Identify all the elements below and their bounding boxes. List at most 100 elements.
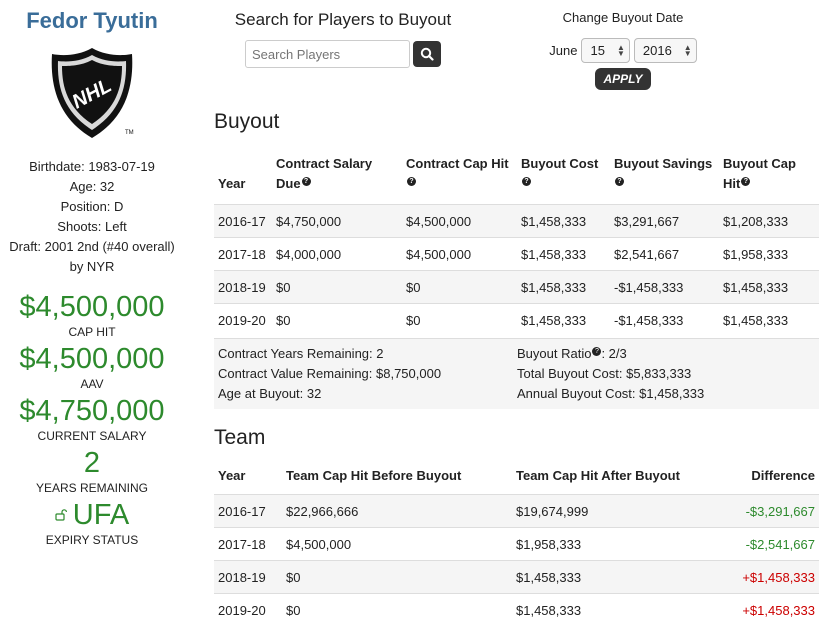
cell-year: 2018-19 (214, 270, 272, 304)
buyout-table: Year Contract Salary Due? Contract Cap H… (214, 154, 819, 337)
table-row: 2019-20 $0 $0 $1,458,333 -$1,458,333 $1,458,3… (214, 303, 819, 337)
buyout-summary: Contract Years Remaining: 2 Contract Val… (214, 338, 819, 409)
cell-year: 2017-18 (214, 527, 282, 561)
summary-annual-cost: Annual Buyout Cost: $1,458,333 (517, 386, 705, 401)
help-icon[interactable]: ? (522, 177, 531, 186)
col-before: Team Cap Hit Before Buyout (286, 468, 462, 483)
summary-age: Age at Buyout: 32 (218, 386, 322, 401)
cell-savings: $3,291,667 (610, 204, 719, 238)
years-label: YEARS REMAINING (35, 481, 149, 495)
cell-salary: $4,000,000 (272, 237, 402, 271)
bio-draft: Draft: 2001 2nd (#40 overall) (9, 239, 175, 254)
col-after: Team Cap Hit After Buyout (516, 468, 680, 483)
aav-value: $4,500,000 (19, 343, 165, 375)
buyout-date-title: Change Buyout Date (562, 10, 684, 25)
search-icon (420, 47, 434, 61)
cell-savings: -$1,458,333 (610, 303, 719, 337)
search-button[interactable] (413, 41, 441, 67)
day-select[interactable]: 15 ▲ ▼ (581, 38, 630, 63)
cell-after: $1,958,333 (512, 527, 730, 561)
cell-difference: +$1,458,333 (730, 593, 819, 627)
search-input[interactable] (245, 40, 410, 68)
cell-difference: +$1,458,333 (730, 560, 819, 594)
help-icon[interactable]: ? (407, 177, 416, 186)
col-buyout-cost: Buyout Cost? (521, 156, 599, 186)
cell-year: 2017-18 (214, 237, 272, 271)
help-icon[interactable]: ? (741, 177, 751, 186)
cell-after: $1,458,333 (512, 593, 730, 627)
cell-year: 2019-20 (214, 303, 272, 337)
table-row: 2016-17 $22,966,666 $19,674,999 -$3,291,667 (214, 494, 819, 528)
col-savings: Buyout Savings? (614, 156, 713, 186)
col-year: Year (218, 176, 246, 191)
unlock-icon (55, 509, 67, 521)
buyout-header-row: Year Contract Salary Due? Contract Cap H… (214, 154, 819, 205)
apply-button[interactable]: APPLY (595, 68, 651, 90)
cell-difference: -$2,541,667 (730, 527, 819, 561)
day-value: 15 (590, 43, 605, 58)
cell-buyout-cap-hit: $1,458,333 (719, 303, 819, 337)
team-heading: Team (214, 426, 266, 449)
cell-cost: $1,458,333 (517, 303, 610, 337)
cell-cost: $1,458,333 (517, 204, 610, 238)
col-year: Year (218, 468, 246, 483)
cell-year: 2019-20 (214, 593, 282, 627)
cell-salary: $4,750,000 (272, 204, 402, 238)
cell-before: $22,966,666 (282, 494, 512, 528)
buyout-date-panel: Change Buyout Date June 15 ▲ ▼ 2016 ▲ ▼ AP… (538, 10, 708, 90)
svg-text:TM: TM (125, 130, 134, 136)
buyout-heading: Buyout (214, 110, 280, 133)
years-value: 2 (83, 447, 101, 479)
player-bio: Birthdate: 1983-07-19 Age: 32 Position: … (0, 157, 184, 277)
cell-cap-hit: $0 (402, 303, 517, 337)
cell-buyout-cap-hit: $1,208,333 (719, 204, 819, 238)
cell-year: 2016-17 (214, 204, 272, 238)
year-select[interactable]: 2016 ▲ ▼ (633, 38, 697, 63)
summary-value-remaining: Contract Value Remaining: $8,750,000 (218, 366, 442, 381)
cell-year: 2018-19 (214, 560, 282, 594)
help-icon[interactable]: ? (615, 177, 624, 186)
cell-savings: $2,541,667 (610, 237, 719, 271)
cell-cap-hit: $4,500,000 (402, 204, 517, 238)
cell-cost: $1,458,333 (517, 237, 610, 271)
table-row: 2017-18 $4,500,000 $1,958,333 -$2,541,667 (214, 527, 819, 561)
cap-hit-label: CAP HIT (68, 325, 116, 339)
help-icon[interactable]: ? (301, 177, 311, 186)
search-title: Search for Players to Buyout (234, 10, 452, 29)
cell-year: 2016-17 (214, 494, 282, 528)
cap-hit-value: $4,500,000 (19, 291, 165, 323)
cell-buyout-cap-hit: $1,458,333 (719, 270, 819, 304)
summary-years-remaining: Contract Years Remaining: 2 (218, 346, 384, 361)
help-icon[interactable]: ? (592, 347, 602, 356)
salary-value: $4,750,000 (19, 395, 165, 427)
stepper-arrows-icon: ▲ ▼ (616, 42, 625, 58)
cell-after: $19,674,999 (512, 494, 730, 528)
table-row: 2019-20 $0 $1,458,333 +$1,458,333 (214, 593, 819, 627)
expiry-label: EXPIRY STATUS (45, 533, 139, 547)
player-search: Search for Players to Buyout (228, 10, 458, 68)
bio-shoots: Shoots: Left (57, 219, 127, 234)
cell-salary: $0 (272, 303, 402, 337)
bio-birthdate: Birthdate: 1983-07-19 (29, 159, 155, 174)
expiry-row: UFA (0, 499, 184, 531)
summary-ratio: Buyout Ratio?: 2/3 (517, 346, 627, 361)
expiry-value: UFA (72, 499, 130, 531)
cell-buyout-cap-hit: $1,958,333 (719, 237, 819, 271)
col-salary-due: Contract Salary Due? (276, 156, 373, 191)
month-label: June (549, 43, 578, 58)
cell-after: $1,458,333 (512, 560, 730, 594)
cell-cost: $1,458,333 (517, 270, 610, 304)
col-buyout-cap-hit: Buyout Cap Hit? (723, 156, 796, 191)
cell-difference: -$3,291,667 (730, 494, 819, 528)
bio-position: Position: D (60, 199, 124, 214)
player-panel: Fedor Tyutin NHL TM Birthdate: 1983-07-1… (0, 0, 184, 547)
cell-cap-hit: $4,500,000 (402, 237, 517, 271)
cell-salary: $0 (272, 270, 402, 304)
cell-before: $0 (282, 593, 512, 627)
table-row: 2016-17 $4,750,000 $4,500,000 $1,458,333 $3,… (214, 204, 819, 238)
bio-age: Age: 32 (69, 179, 115, 194)
table-row: 2017-18 $4,000,000 $4,500,000 $1,458,333 $2,… (214, 237, 819, 271)
cell-savings: -$1,458,333 (610, 270, 719, 304)
bio-draft-team: by NYR (69, 259, 115, 274)
aav-label: AAV (80, 377, 104, 391)
